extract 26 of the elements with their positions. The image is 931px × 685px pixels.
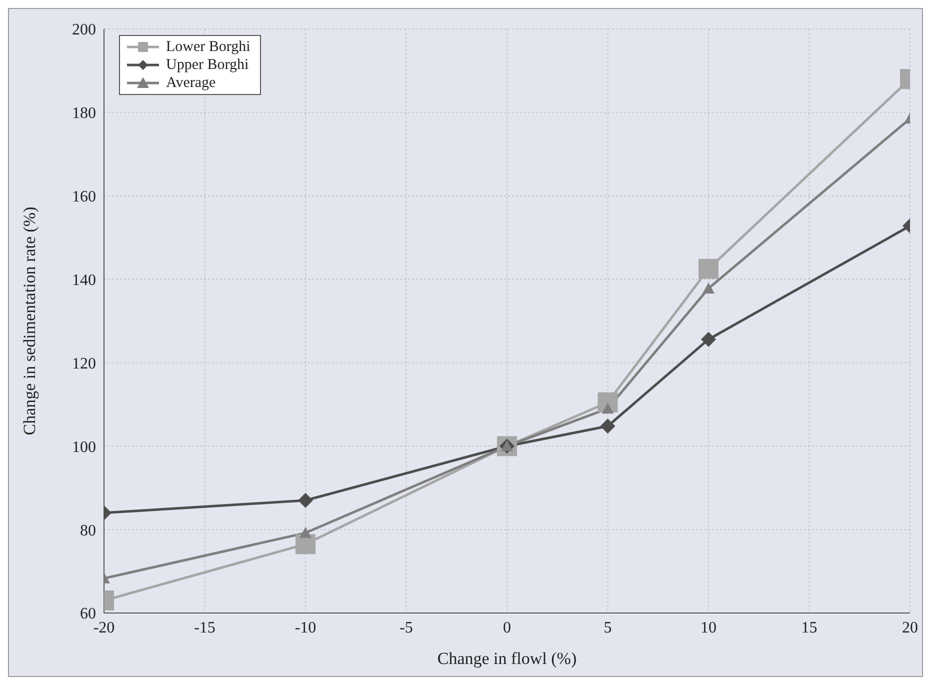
legend-label: Lower Borghi [166,38,250,56]
legend-label: Average [166,74,216,92]
y-tick-label: 120 [72,355,96,372]
x-tick-label: 5 [604,619,612,636]
x-axis-title: Change in flowl (%) [437,649,577,668]
x-tick-label: 0 [503,619,511,636]
legend-label: Upper Borghi [166,56,249,74]
y-tick-label: 80 [80,522,96,540]
point [701,332,716,347]
y-tick-label: 140 [72,272,96,289]
y-tick-label: 180 [72,105,96,122]
point [698,258,718,279]
y-tick-label: 100 [72,438,96,456]
point [702,282,714,294]
y-axis-title: Change in sedimentation rate (%) [20,206,40,436]
x-tick-label: -15 [194,619,216,636]
x-tick-label: -20 [93,619,115,636]
x-tick-label: 20 [902,619,918,636]
x-tick-label: -5 [400,619,413,636]
y-tick-label: 200 [72,22,96,39]
x-tick-label: 15 [801,619,818,636]
x-tick-label: -10 [294,619,316,636]
point [600,418,616,434]
y-tick-label: 160 [72,188,96,206]
y-tick-label: 60 [80,606,96,623]
x-tick-label: 10 [700,619,716,636]
